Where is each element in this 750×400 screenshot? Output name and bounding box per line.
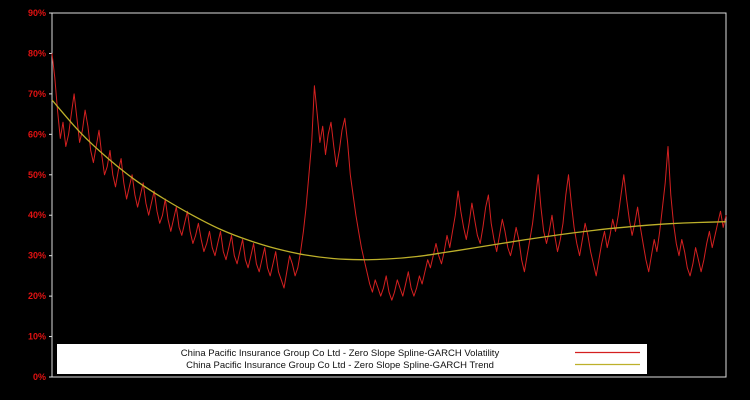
series-lines <box>51 53 727 301</box>
y-tick-label: 0% <box>33 372 46 382</box>
y-tick-label: 70% <box>28 89 46 99</box>
y-axis: 0% 10% 20% 30% 40% 50% 60% 70% 80% 90% <box>28 8 52 382</box>
y-tick-label: 50% <box>28 170 46 180</box>
y-tick-label: 80% <box>28 48 46 58</box>
legend-label-volatility: China Pacific Insurance Group Co Ltd - Z… <box>181 348 500 359</box>
y-tick-label: 10% <box>28 332 46 342</box>
y-tick-label: 20% <box>28 291 46 301</box>
volatility-line <box>51 53 727 301</box>
plot-border <box>51 12 727 378</box>
trend-line <box>51 99 727 261</box>
y-tick-label: 40% <box>28 210 46 220</box>
y-tick-label: 90% <box>28 8 46 18</box>
legend-box <box>57 344 647 374</box>
legend-label-trend: China Pacific Insurance Group Co Ltd - Z… <box>186 360 494 371</box>
y-tick-label: 60% <box>28 129 46 139</box>
y-tick-label: 30% <box>28 251 46 261</box>
legend: China Pacific Insurance Group Co Ltd - Z… <box>57 344 647 374</box>
